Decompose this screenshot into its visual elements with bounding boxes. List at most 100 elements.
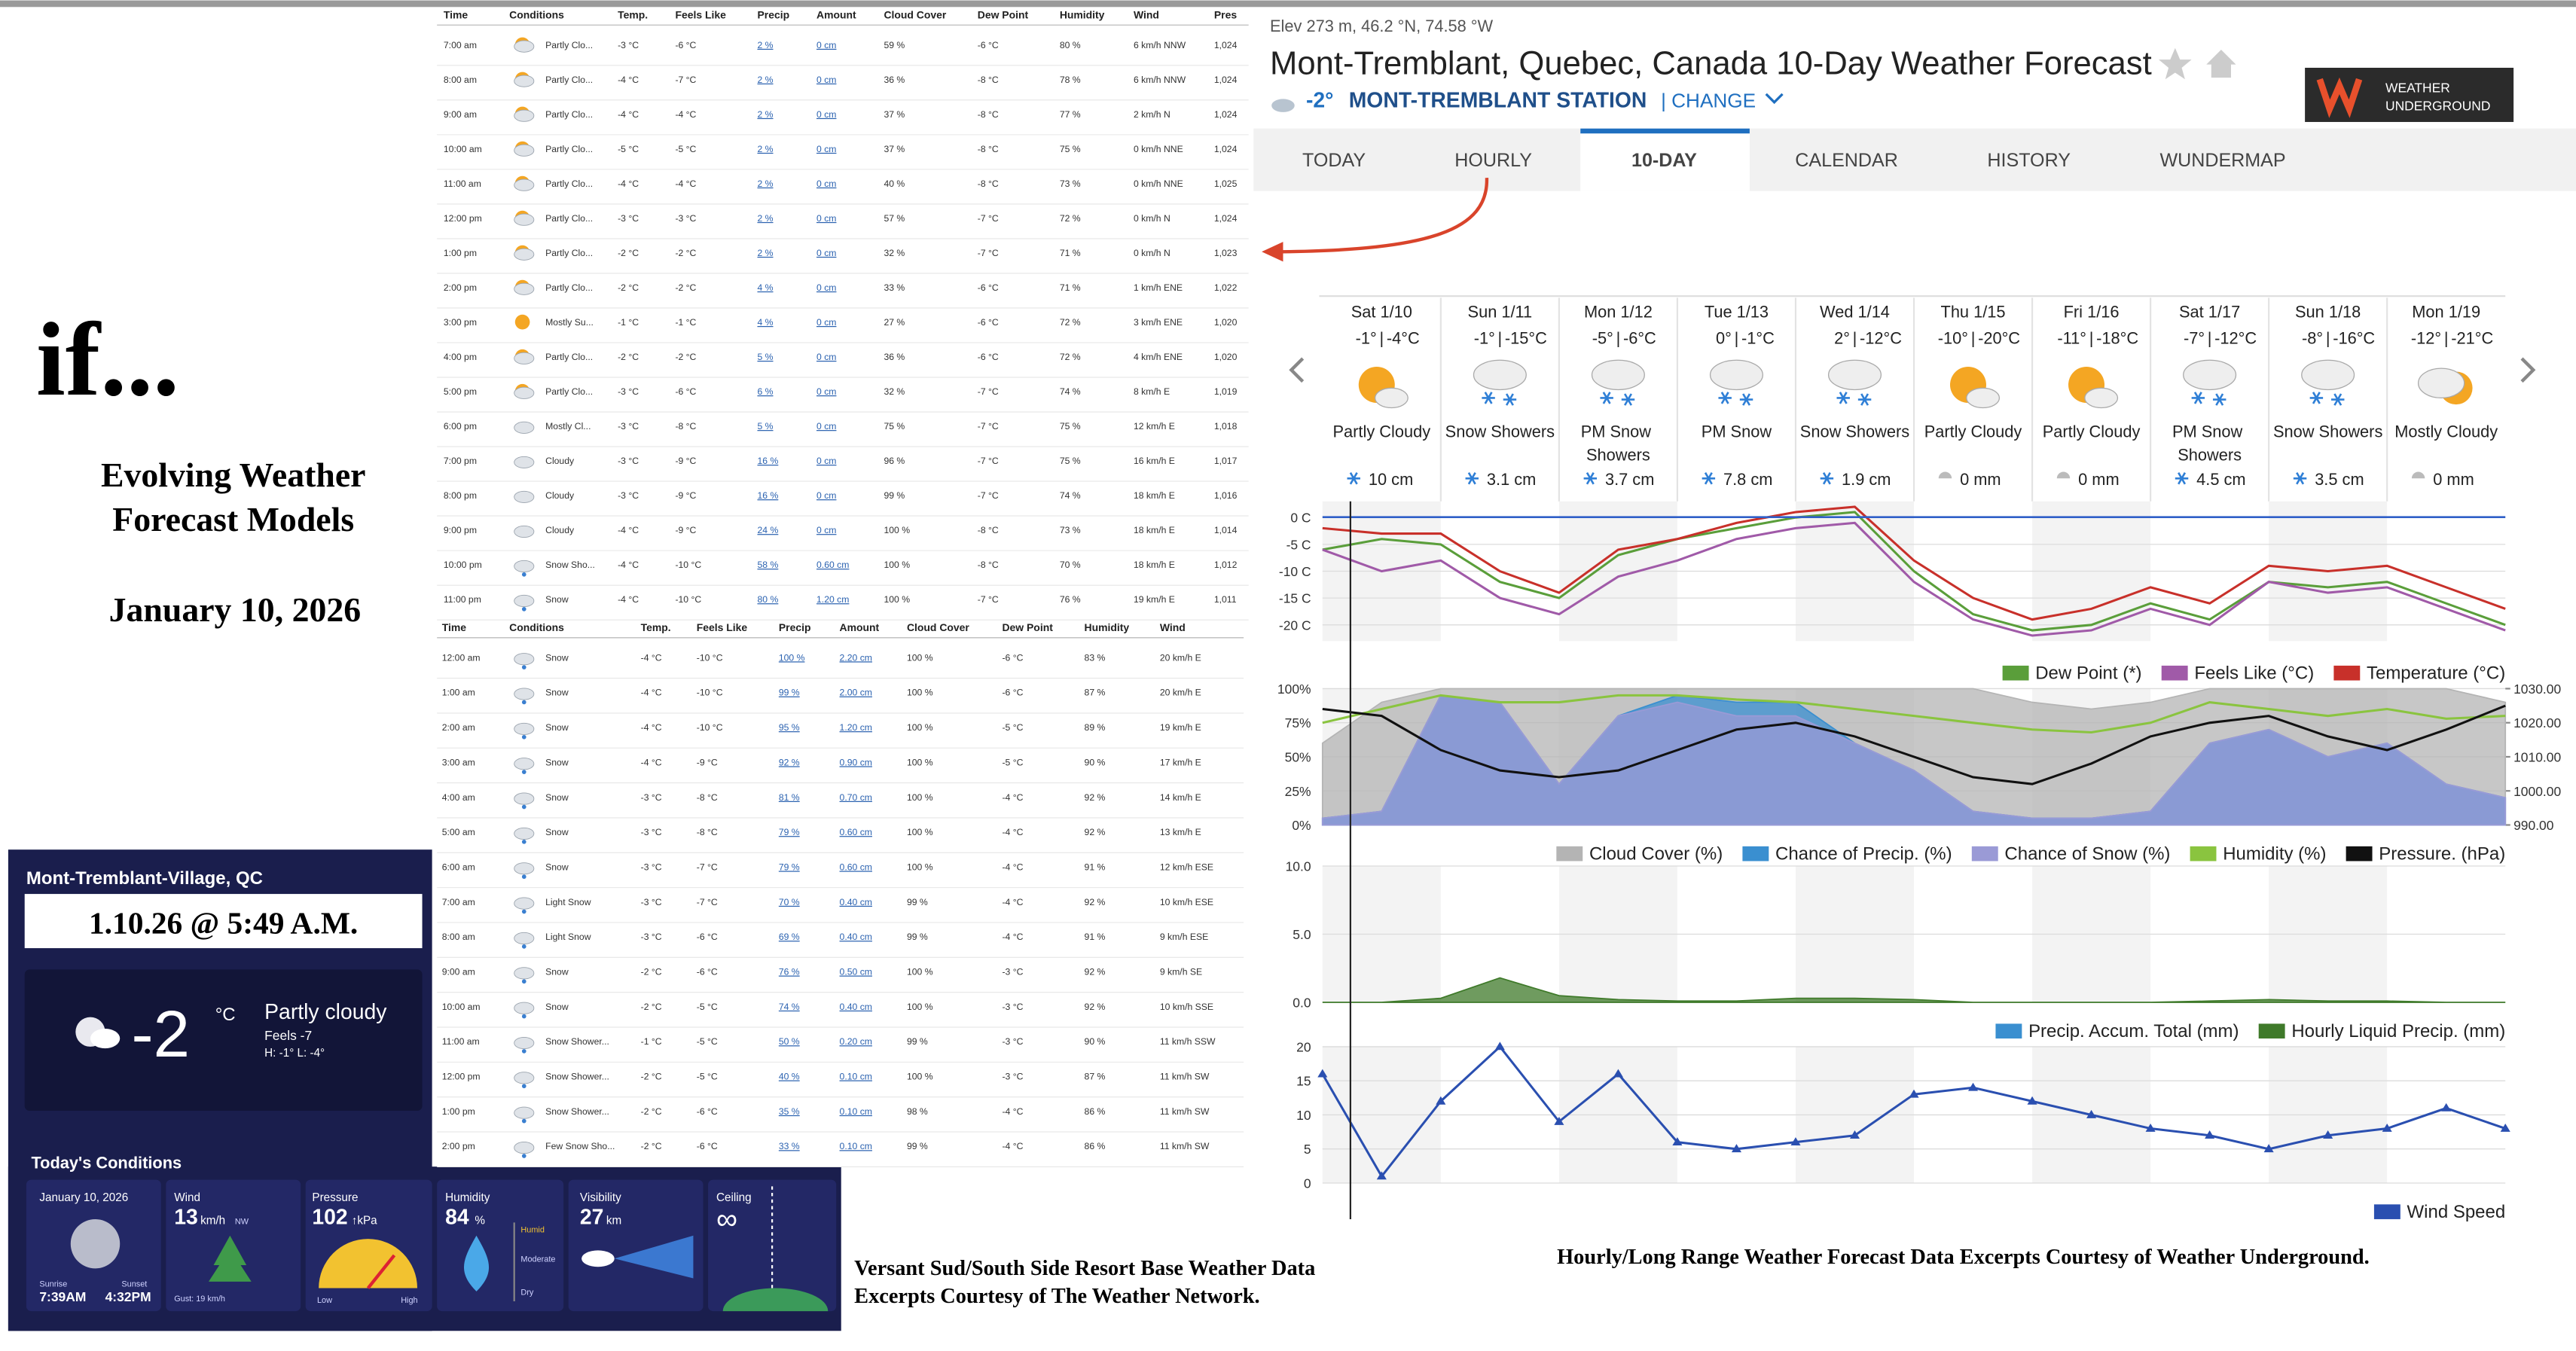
tab[interactable]: WUNDERMAP xyxy=(2159,150,2285,171)
day-condition: Snow Showers xyxy=(1445,422,1555,441)
station-name[interactable]: MONT-TREMBLANT STATION xyxy=(1349,88,1647,112)
table-cell: 33 % xyxy=(779,1141,800,1151)
card-unit: % xyxy=(475,1214,485,1227)
home-icon[interactable] xyxy=(2206,49,2236,78)
table-cell: -8 °C xyxy=(978,525,999,535)
table-cell: 10:00 am xyxy=(444,144,482,154)
station-change[interactable]: | CHANGE xyxy=(1661,89,1756,111)
y-tick-label: 0% xyxy=(1292,818,1311,833)
hi-lo-separator: | xyxy=(2326,328,2330,347)
marker xyxy=(2263,1144,2274,1153)
table-cell: -4 °C xyxy=(641,757,662,767)
table-cell: 57 % xyxy=(884,213,905,224)
cloud-icon xyxy=(1827,359,1882,391)
table-cell: -4 °C xyxy=(618,178,639,189)
table-header: Time xyxy=(444,9,469,21)
table-cell: 100 % xyxy=(779,652,805,663)
table-cell: 99 % xyxy=(907,897,928,907)
table-cell: 0 cm xyxy=(816,40,836,50)
table-cell: 0.10 cm xyxy=(840,1072,872,1082)
table-cell: -10 °C xyxy=(697,722,723,733)
location-line: Elev 273 m, 46.2 °N, 74.58 °W xyxy=(1270,17,1494,35)
day-high: 0° xyxy=(1716,328,1732,347)
table-cell: 86 % xyxy=(1085,1106,1106,1117)
cloud-icon xyxy=(2417,367,2465,399)
day-date: Sun 1/11 xyxy=(1468,303,1533,322)
snow-icon xyxy=(521,874,526,880)
snowflake-icon xyxy=(1822,472,1831,485)
day-high: -10° xyxy=(1938,328,1968,347)
table-cell: 6 % xyxy=(757,386,773,397)
table-cell: 4:00 pm xyxy=(444,352,477,362)
table-cell: -3 °C xyxy=(641,932,662,942)
tab[interactable]: CALENDAR xyxy=(1795,150,1898,171)
table-cell: 76 % xyxy=(1060,594,1081,605)
day-low: -1°C xyxy=(1741,328,1775,347)
table-cell: 1,025 xyxy=(1214,178,1238,189)
table-header: Time xyxy=(442,621,467,633)
day-precip: 3.7 cm xyxy=(1605,470,1654,489)
area xyxy=(1321,694,2507,826)
table-cell: 4:00 am xyxy=(442,792,475,803)
table-header: Amount xyxy=(840,621,880,633)
table-cell: -2 °C xyxy=(641,1141,662,1151)
table-cell: -3 °C xyxy=(1002,1036,1023,1047)
table-cell: 5 % xyxy=(757,421,773,432)
cloud-icon xyxy=(514,75,535,87)
table-cell: -8 °C xyxy=(978,144,999,154)
marker xyxy=(2441,1102,2452,1112)
top-bar xyxy=(0,0,2576,8)
marker xyxy=(2323,1130,2333,1139)
pointer-arrow xyxy=(1281,178,1489,254)
tab[interactable]: HISTORY xyxy=(1987,150,2071,171)
tab[interactable]: 10-DAY xyxy=(1631,150,1697,171)
table-cell: 2:00 am xyxy=(442,722,475,733)
marker xyxy=(1613,1069,1623,1078)
table-cell: 1,018 xyxy=(1214,421,1238,432)
prev-arrow[interactable] xyxy=(1289,357,1305,383)
table-cell: 0.10 cm xyxy=(840,1106,872,1117)
table-cell: 7:00 am xyxy=(442,897,475,907)
globe-icon xyxy=(722,1288,829,1312)
forecast-charts: 0 C -5 C -10 C -15 C -20 C Temperature (°C) Fe… xyxy=(1277,501,2561,1222)
star-icon[interactable] xyxy=(2158,47,2192,80)
snow-icon xyxy=(521,1084,526,1089)
tab[interactable]: TODAY xyxy=(1302,150,1366,171)
table-cell: 75 % xyxy=(1060,421,1081,432)
table-cell: -5 °C xyxy=(1002,722,1023,733)
table-cell: 27 % xyxy=(884,317,905,328)
table-cell: 12 km/h E xyxy=(1134,421,1175,432)
table-cell: 75 % xyxy=(884,421,905,432)
table-cell: -4 °C xyxy=(618,75,639,85)
marker xyxy=(1731,1144,1741,1153)
legend-swatch xyxy=(2333,665,2361,681)
table-cell: 99 % xyxy=(907,932,928,942)
table-cell: 91 % xyxy=(1085,862,1106,872)
y-tick-label: 25% xyxy=(1285,784,1311,799)
tab[interactable]: HOURLY xyxy=(1454,150,1532,171)
table-cell: 71 % xyxy=(1060,248,1081,258)
marker xyxy=(1909,1089,1919,1098)
snow-icon xyxy=(521,572,526,577)
line xyxy=(1322,505,2506,621)
table-cell: 6 km/h NNW xyxy=(1134,75,1186,85)
marker xyxy=(1849,1130,1860,1139)
y-tick-label: 50% xyxy=(1285,750,1311,765)
day-condition: Snow Showers xyxy=(2273,422,2382,441)
table-cell: 10:00 am xyxy=(442,1002,481,1012)
logo-mark xyxy=(2316,77,2363,118)
day-date: Sun 1/18 xyxy=(2295,303,2361,322)
table-cell: -2 °C xyxy=(641,1002,662,1012)
table-cell: -3 °C xyxy=(618,421,639,432)
table-cell: 71 % xyxy=(1060,282,1081,293)
card-label: Ceiling xyxy=(716,1191,752,1204)
table-header: Precip xyxy=(757,9,789,21)
tree-icon xyxy=(209,1249,252,1282)
y-tick-label: 0 xyxy=(1304,1176,1311,1191)
table-cell: -3 °C xyxy=(641,862,662,872)
current-condition: Partly cloudy xyxy=(264,1000,387,1024)
table-cell: 11:00 am xyxy=(444,178,481,189)
table-cell: Snow xyxy=(545,652,569,663)
table-cell: 0.40 cm xyxy=(840,897,872,907)
next-arrow[interactable] xyxy=(2520,357,2536,383)
